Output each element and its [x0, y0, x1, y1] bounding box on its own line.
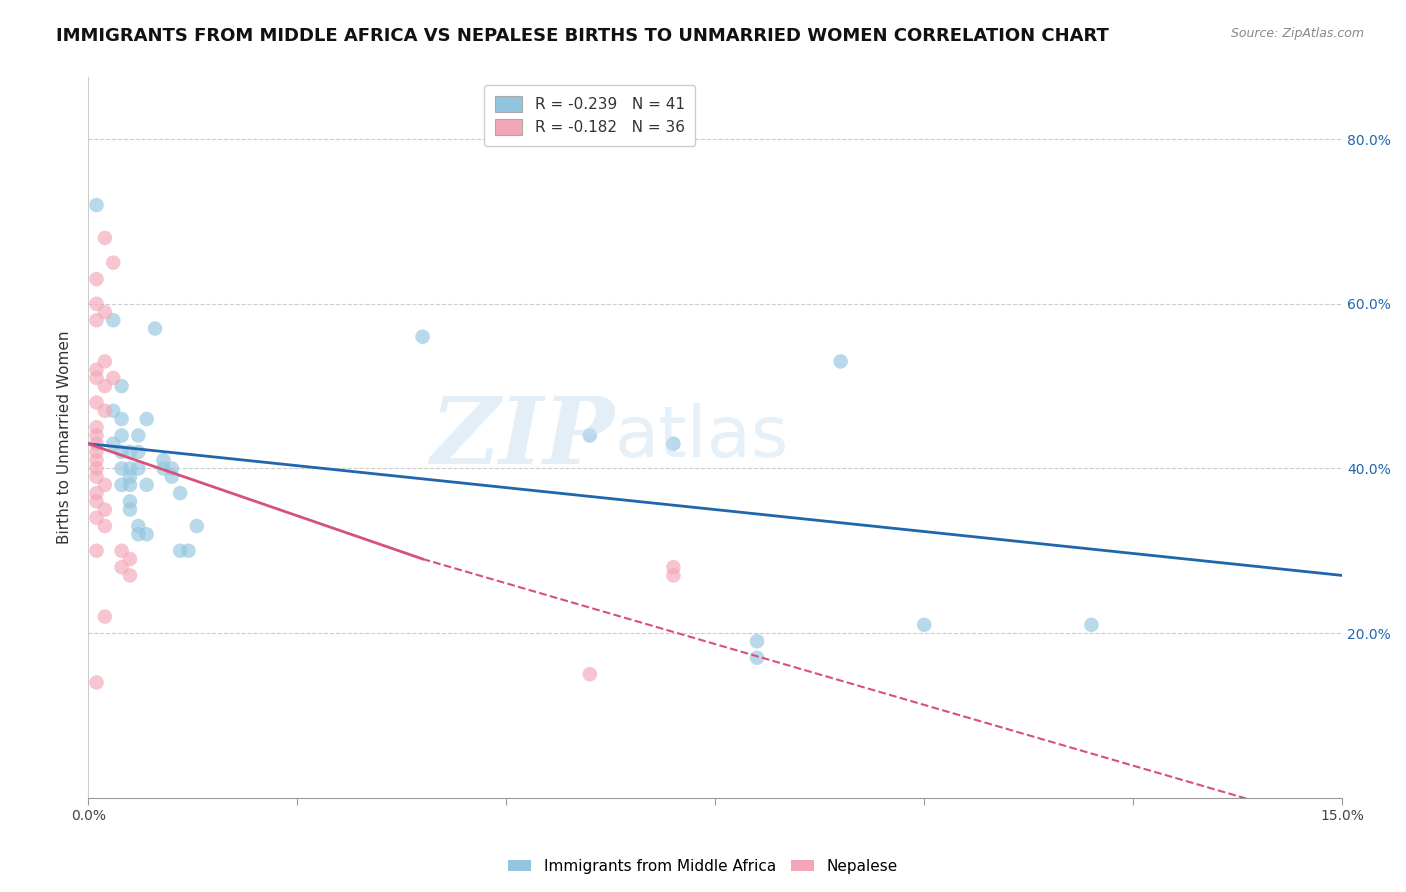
Point [110, 478, 132, 492]
Point [110, 461, 132, 475]
Point [118, 461, 141, 475]
Point [662, 568, 685, 582]
Point [118, 502, 141, 516]
Point [127, 461, 149, 475]
Point [662, 436, 685, 450]
Point [94, 379, 117, 393]
Point [103, 404, 125, 418]
Point [86, 362, 108, 376]
Point [94, 502, 117, 516]
Point [86, 461, 108, 475]
Point [86, 371, 108, 385]
Point [110, 560, 132, 574]
Y-axis label: Births to Unmarried Women: Births to Unmarried Women [58, 331, 72, 544]
Point [103, 255, 125, 269]
Point [86, 543, 108, 558]
Point [86, 675, 108, 690]
Point [118, 469, 141, 483]
Text: atlas: atlas [614, 403, 789, 472]
Legend: Immigrants from Middle Africa, Nepalese: Immigrants from Middle Africa, Nepalese [502, 853, 904, 880]
Point [86, 494, 108, 508]
Point [110, 428, 132, 442]
Point [110, 379, 132, 393]
Point [152, 461, 174, 475]
Point [94, 519, 117, 533]
Text: IMMIGRANTS FROM MIDDLE AFRICA VS NEPALESE BIRTHS TO UNMARRIED WOMEN CORRELATION : IMMIGRANTS FROM MIDDLE AFRICA VS NEPALES… [56, 27, 1109, 45]
Point [86, 420, 108, 434]
Point [86, 428, 108, 442]
Point [86, 198, 108, 212]
Point [94, 609, 117, 624]
Point [186, 519, 208, 533]
Point [118, 494, 141, 508]
Point [412, 329, 434, 343]
Point [94, 305, 117, 319]
Point [94, 404, 117, 418]
Point [160, 461, 183, 475]
Point [745, 650, 768, 665]
Point [118, 568, 141, 582]
Point [94, 231, 117, 245]
Text: ZIP: ZIP [430, 392, 614, 483]
Legend: R = -0.239   N = 41, R = -0.182   N = 36: R = -0.239 N = 41, R = -0.182 N = 36 [484, 85, 696, 146]
Point [86, 469, 108, 483]
Point [86, 436, 108, 450]
Point [103, 436, 125, 450]
Point [86, 453, 108, 467]
Point [912, 617, 935, 632]
Point [169, 486, 191, 500]
Point [135, 527, 157, 541]
Point [110, 445, 132, 459]
Point [94, 354, 117, 368]
Point [86, 445, 108, 459]
Point [135, 412, 157, 426]
Point [745, 634, 768, 648]
Point [118, 445, 141, 459]
Point [86, 395, 108, 409]
Point [578, 667, 600, 681]
Point [177, 543, 200, 558]
Point [86, 272, 108, 286]
Point [143, 321, 166, 335]
Point [127, 519, 149, 533]
Point [169, 543, 191, 558]
Point [127, 445, 149, 459]
Point [830, 354, 852, 368]
Point [1080, 617, 1102, 632]
Point [578, 428, 600, 442]
Point [86, 297, 108, 311]
Point [118, 478, 141, 492]
Point [662, 560, 685, 574]
Point [135, 478, 157, 492]
Text: Source: ZipAtlas.com: Source: ZipAtlas.com [1230, 27, 1364, 40]
Point [127, 428, 149, 442]
Point [103, 371, 125, 385]
Point [152, 453, 174, 467]
Point [110, 543, 132, 558]
Point [160, 469, 183, 483]
Point [127, 527, 149, 541]
Point [94, 478, 117, 492]
Point [110, 412, 132, 426]
Point [86, 313, 108, 327]
Point [86, 511, 108, 525]
Point [118, 552, 141, 566]
Point [103, 313, 125, 327]
Point [86, 486, 108, 500]
